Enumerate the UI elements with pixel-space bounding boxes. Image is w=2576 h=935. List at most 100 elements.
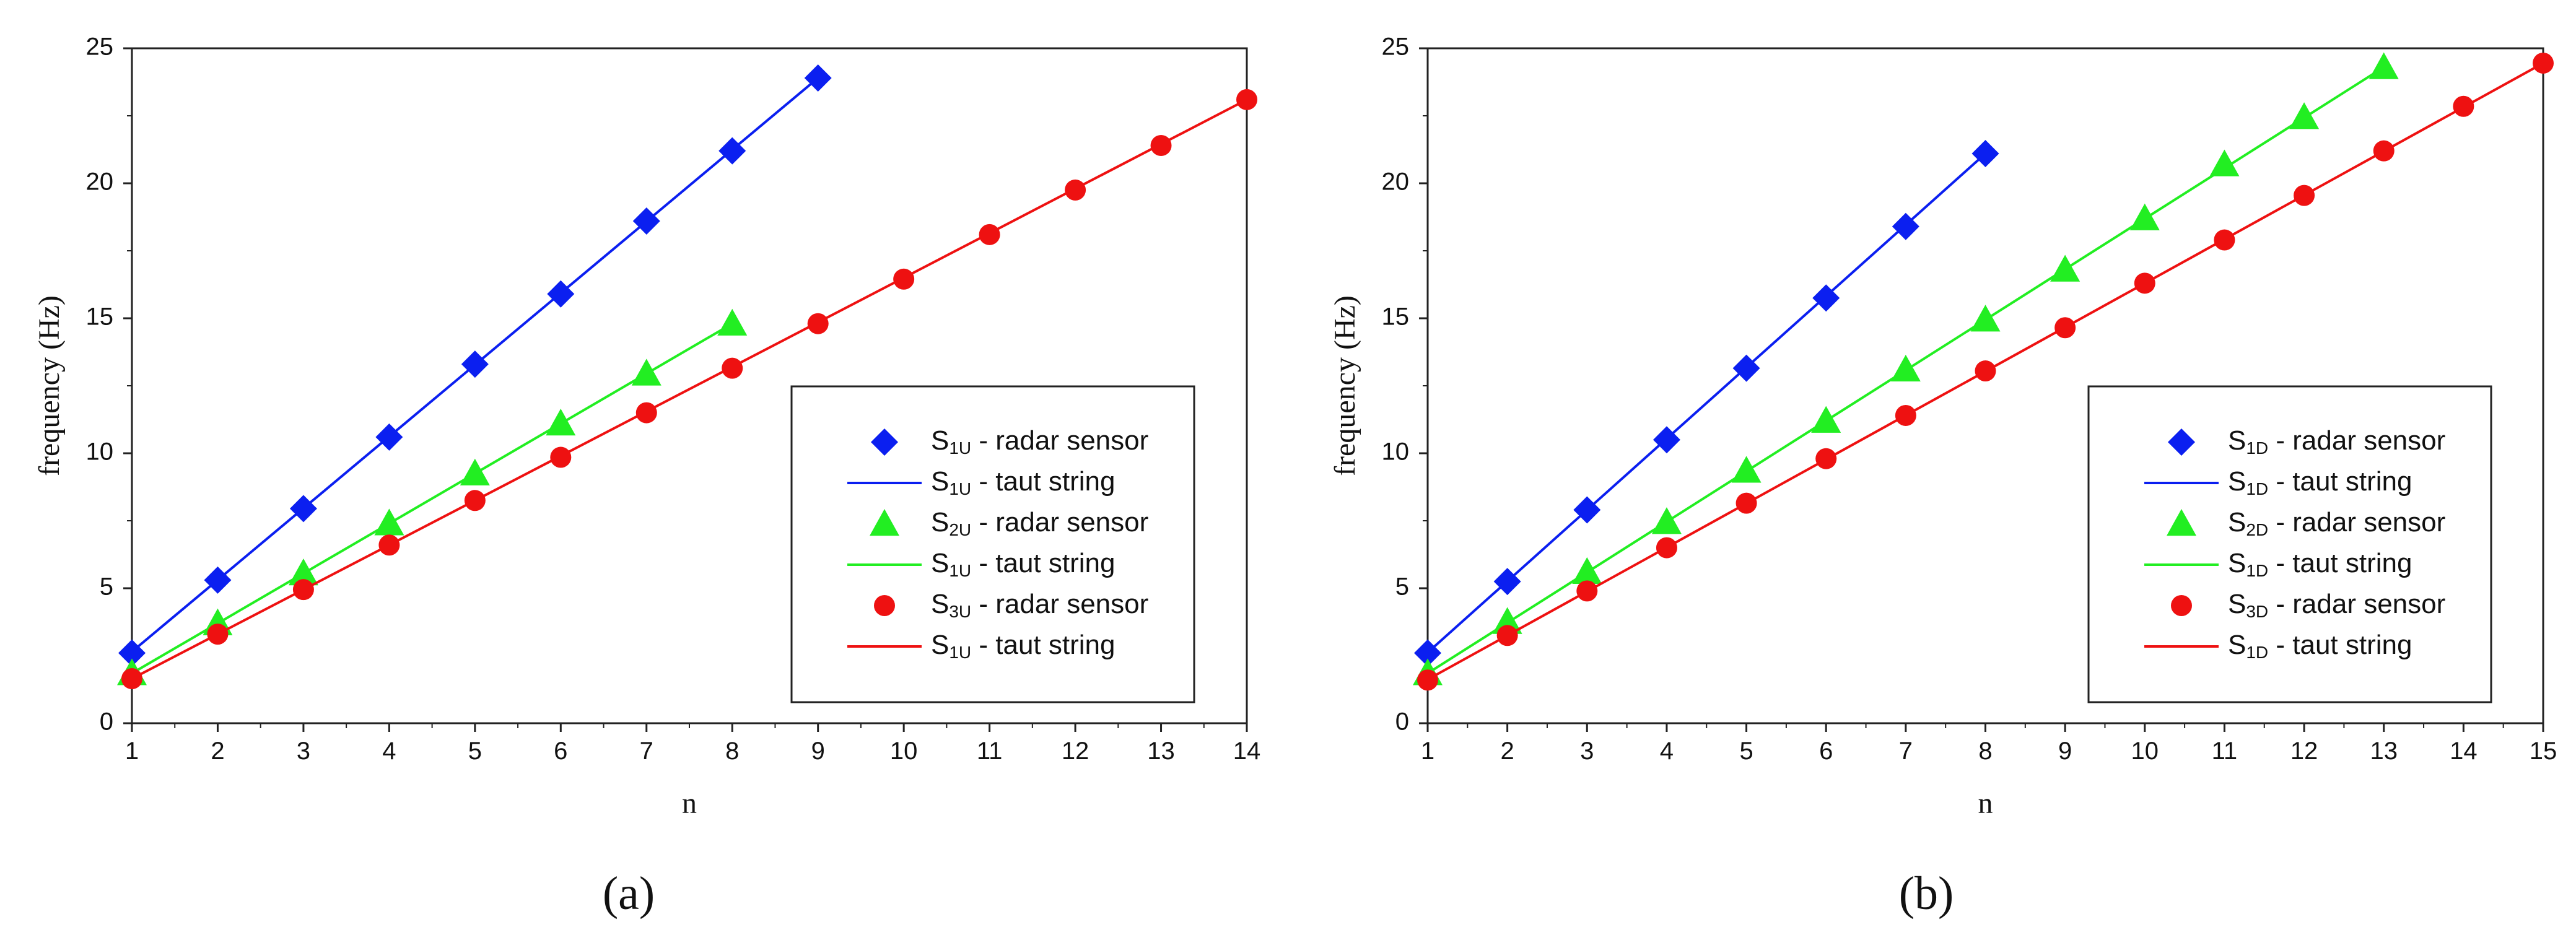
point-b-s3-14 bbox=[2453, 95, 2474, 117]
y-tick-label-b-0: 0 bbox=[1395, 708, 1409, 736]
point-a-s2-3 bbox=[288, 559, 318, 586]
y-tick-label-a-0: 0 bbox=[100, 708, 113, 736]
x-tick-label-b-4: 4 bbox=[1660, 737, 1674, 765]
y-tick-label-a-10: 10 bbox=[86, 438, 114, 466]
point-b-s3-8 bbox=[1975, 360, 1996, 382]
point-b-s3-6 bbox=[1815, 448, 1837, 469]
panel-label-b: (b) bbox=[1899, 868, 1954, 920]
point-b-s1-6 bbox=[1812, 284, 1840, 312]
x-tick-label-a-7: 7 bbox=[640, 737, 653, 765]
legend-marker-label-a-s1-main: S bbox=[931, 425, 949, 456]
y-tick-label-b-15: 15 bbox=[1382, 303, 1410, 331]
point-a-s3-7 bbox=[635, 402, 657, 424]
point-b-s1-8 bbox=[1971, 140, 1999, 168]
legend-box-b bbox=[2087, 385, 2492, 703]
y-tick-label-a-20: 20 bbox=[86, 168, 114, 196]
legend-marker-label-b-s1-main: S bbox=[2228, 425, 2246, 456]
point-b-s3-10 bbox=[2134, 272, 2155, 294]
legend-line-label-b-s2: S1D - taut string bbox=[2228, 548, 2412, 581]
legend-line-label-b-s1: S1D - taut string bbox=[2228, 466, 2412, 499]
legend-line-label-a-s2-rest: - taut string bbox=[971, 548, 1115, 578]
point-b-s1-4 bbox=[1653, 426, 1680, 454]
point-b-s2-5 bbox=[1731, 456, 1762, 483]
legend-line-label-a-s3-sub: 1U bbox=[949, 643, 971, 662]
point-a-s2-6 bbox=[546, 409, 576, 436]
x-tick-label-a-5: 5 bbox=[468, 737, 482, 765]
legend-box-a bbox=[790, 385, 1195, 703]
legend-line-label-a-s3-rest: - taut string bbox=[971, 630, 1115, 660]
legend-line-label-b-s1-rest: - taut string bbox=[2268, 466, 2412, 497]
x-tick-label-a-14: 14 bbox=[1233, 737, 1261, 765]
point-a-s2-5 bbox=[460, 458, 490, 485]
series-line-a-s2 bbox=[131, 322, 733, 675]
point-b-s1-3 bbox=[1573, 496, 1601, 524]
chart-panel-a: 1 2 3 4 5 6 7 8 9 10 11 12 13 140510152025nfrequency … bbox=[33, 33, 1260, 920]
legend-marker-label-b-s3-rest: - radar sensor bbox=[2268, 589, 2445, 619]
point-b-s2-9 bbox=[2050, 254, 2080, 282]
x-tick-label-b-10: 10 bbox=[2131, 737, 2159, 765]
legend-line-label-b-s1-sub: 1D bbox=[2246, 479, 2268, 498]
point-a-s2-7 bbox=[631, 359, 661, 386]
legend-line-label-a-s1-rest: - taut string bbox=[971, 466, 1115, 497]
legend-line-label-b-s1-main: S bbox=[2228, 466, 2246, 497]
x-tick-label-a-4: 4 bbox=[382, 737, 396, 765]
point-a-s3-2 bbox=[207, 624, 229, 645]
point-a-s1-1 bbox=[118, 639, 146, 667]
point-a-s3-13 bbox=[1150, 134, 1172, 156]
legend-marker-label-b-s3-main: S bbox=[2228, 589, 2246, 619]
legend-marker-label-a-s1-rest: - radar sensor bbox=[971, 425, 1148, 456]
legend-line-label-b-s2-rest: - taut string bbox=[2268, 548, 2412, 578]
y-tick-label-b-10: 10 bbox=[1382, 438, 1410, 466]
x-tick-label-b-7: 7 bbox=[1899, 737, 1913, 765]
legend-marker-label-a-s3-rest: - radar sensor bbox=[971, 589, 1148, 619]
x-tick-label-b-1: 1 bbox=[1421, 737, 1434, 765]
point-a-s3-5 bbox=[464, 490, 486, 511]
legend-line-label-b-s3: S1D - taut string bbox=[2228, 630, 2412, 663]
legend-line-label-b-s3-sub: 1D bbox=[2246, 643, 2268, 662]
point-a-s1-6 bbox=[547, 280, 575, 308]
legend-line-label-b-s2-main: S bbox=[2228, 548, 2246, 578]
y-axis-label-b: frequency (Hz) bbox=[1329, 295, 1361, 476]
legend-line-label-a-s3: S1U - taut string bbox=[931, 630, 1115, 663]
legend-marker-label-a-s1: S1U - radar sensor bbox=[931, 425, 1148, 458]
y-tick-label-b-25: 25 bbox=[1382, 33, 1410, 61]
legend-marker-label-b-s2-main: S bbox=[2228, 507, 2246, 537]
legend-line-label-b-s2-sub: 1D bbox=[2246, 561, 2268, 580]
point-b-s1-2 bbox=[1493, 568, 1521, 596]
legend-line-label-a-s1: S1U - taut string bbox=[931, 466, 1115, 499]
point-b-s3-4 bbox=[1656, 537, 1677, 559]
point-a-s1-2 bbox=[204, 566, 232, 594]
legend-line-label-a-s1-main: S bbox=[931, 466, 949, 497]
point-a-s3-9 bbox=[807, 313, 829, 334]
legend-line-label-a-s2: S1U - taut string bbox=[931, 548, 1115, 581]
x-tick-label-b-3: 3 bbox=[1580, 737, 1594, 765]
point-b-s1-7 bbox=[1892, 212, 1919, 240]
chart-panel-b: 1 2 3 4 5 6 7 8 9 10 11 12 13 14 150510152025nfrequenc… bbox=[1329, 33, 2557, 920]
point-b-s2-6 bbox=[1811, 406, 1841, 433]
point-a-s3-11 bbox=[979, 224, 1000, 245]
legend-line-label-a-s3-main: S bbox=[931, 630, 949, 660]
x-tick-label-b-5: 5 bbox=[1739, 737, 1753, 765]
point-b-s1-5 bbox=[1732, 354, 1760, 382]
y-tick-label-a-15: 15 bbox=[86, 303, 114, 331]
legend-marker-b-s2 bbox=[2167, 509, 2196, 536]
point-b-s2-11 bbox=[2209, 149, 2240, 176]
point-a-s3-4 bbox=[378, 534, 400, 556]
x-tick-label-b-2: 2 bbox=[1501, 737, 1514, 765]
x-tick-label-a-9: 9 bbox=[811, 737, 825, 765]
point-a-s3-1 bbox=[121, 668, 142, 690]
point-b-s3-1 bbox=[1417, 669, 1438, 691]
point-b-s3-2 bbox=[1496, 625, 1518, 646]
legend-marker-label-b-s2-sub: 2D bbox=[2246, 520, 2268, 539]
x-tick-label-a-3: 3 bbox=[297, 737, 310, 765]
x-tick-label-a-6: 6 bbox=[554, 737, 567, 765]
point-b-s2-2 bbox=[1492, 607, 1522, 634]
x-tick-label-a-12: 12 bbox=[1062, 737, 1089, 765]
legend-marker-b-s1 bbox=[2168, 428, 2195, 456]
legend-marker-label-b-s1: S1D - radar sensor bbox=[2228, 425, 2445, 458]
legend-marker-label-a-s2-main: S bbox=[931, 507, 949, 537]
x-tick-label-b-15: 15 bbox=[2530, 737, 2557, 765]
